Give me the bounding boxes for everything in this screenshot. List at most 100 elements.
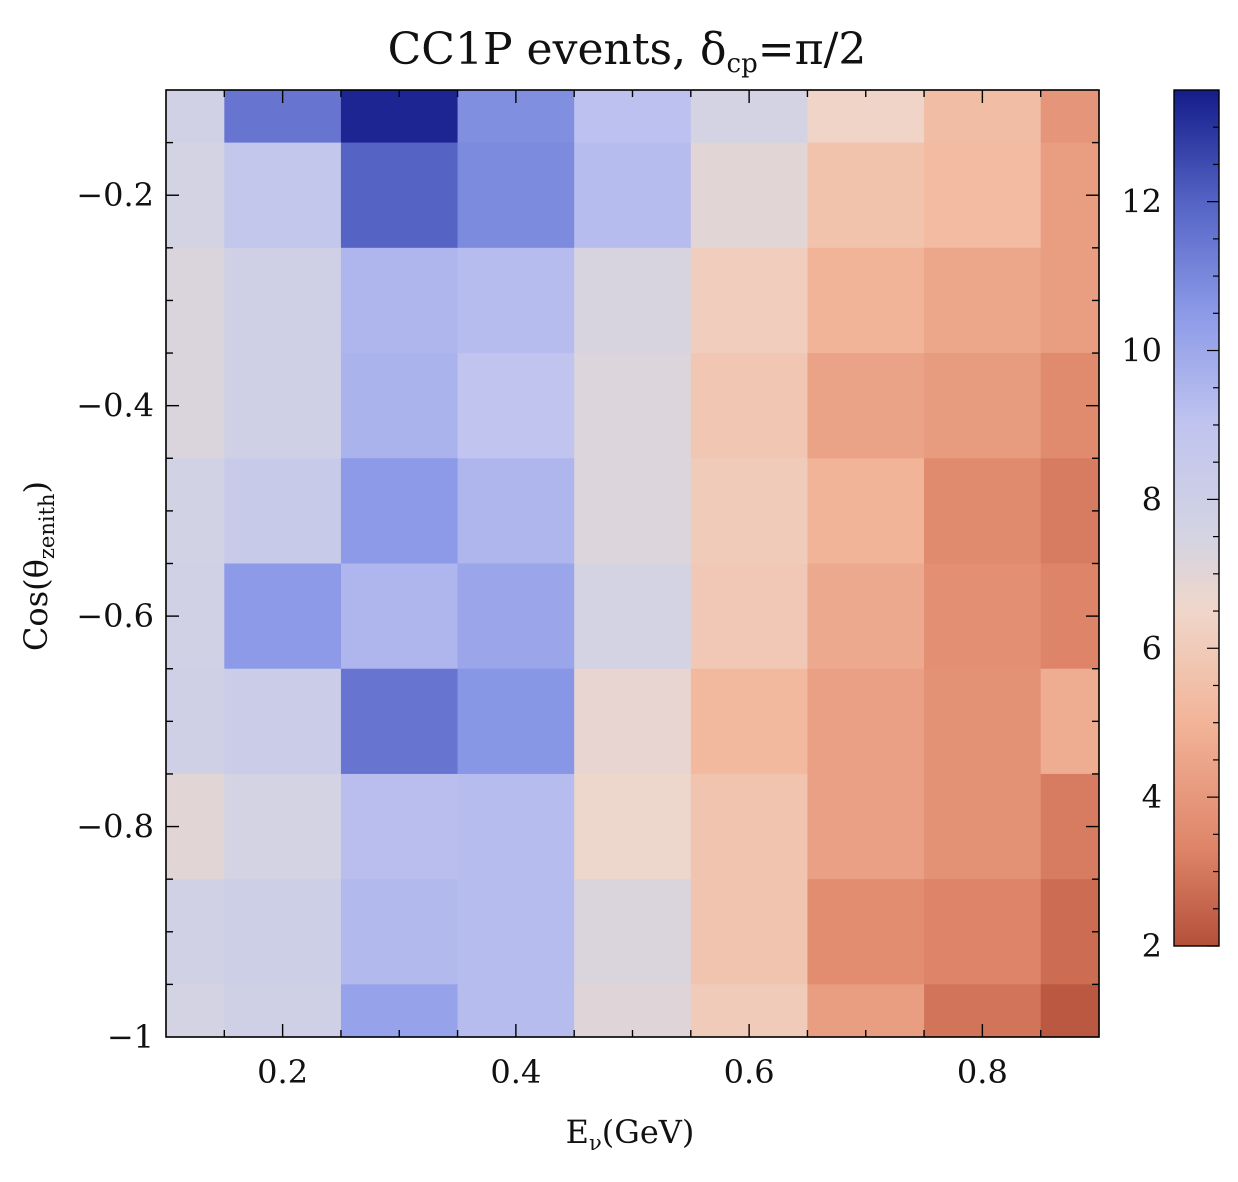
heatmap-cell xyxy=(340,984,459,1038)
colorbar xyxy=(1174,90,1219,946)
heatmap-cell xyxy=(224,142,342,249)
heatmap-cell xyxy=(807,668,925,775)
heatmap-cell xyxy=(166,668,225,775)
y-tick-label: −0.2 xyxy=(76,176,154,214)
colorbar-tick-label: 12 xyxy=(1121,183,1162,221)
heatmap-cell xyxy=(807,773,925,880)
x-tick-label: 0.8 xyxy=(957,1053,1008,1091)
heatmap-cell xyxy=(340,353,459,459)
colorbar-tick-label: 4 xyxy=(1142,778,1162,816)
heatmap-cell xyxy=(690,247,809,354)
colorbar-tick-label: 10 xyxy=(1121,332,1162,370)
y-tick-label: −0.8 xyxy=(76,808,154,846)
heatmap-cell xyxy=(340,668,459,775)
heatmap-cells xyxy=(166,90,1100,1038)
heatmap-cell xyxy=(457,563,575,670)
heatmap-cell xyxy=(924,353,1042,459)
colorbar-frame xyxy=(1173,89,1220,947)
heatmap-cell xyxy=(807,458,925,565)
heatmap-cell xyxy=(340,142,459,249)
heatmap-cell xyxy=(340,90,459,144)
heatmap-cell xyxy=(224,879,342,985)
heatmap-cell xyxy=(690,353,809,459)
y-tick-label: −0.6 xyxy=(76,597,154,635)
heatmap-cell xyxy=(457,773,575,880)
heatmap-cell xyxy=(807,353,925,459)
colorbar-ticks xyxy=(1207,126,1219,947)
y-tick-label: −0.4 xyxy=(76,387,154,425)
heatmap-cell xyxy=(690,563,809,670)
heatmap-cell xyxy=(1040,984,1100,1038)
heatmap-cell xyxy=(574,879,692,985)
y-tick-label: −1 xyxy=(107,1018,154,1056)
colorbar-tick-label: 6 xyxy=(1142,629,1162,667)
colorbar-tick-labels: 2 4 6 8 10 12 xyxy=(1121,183,1162,965)
heatmap-cell xyxy=(690,458,809,565)
heatmap-cell xyxy=(924,563,1042,670)
y-axis-label: Cos(θzenith) xyxy=(17,481,59,651)
x-axis-label: Eν(GeV) xyxy=(566,1113,695,1155)
heatmap-cell xyxy=(924,142,1042,249)
y-tick-labels: −1 −0.8 −0.6 −0.4 −0.2 xyxy=(76,176,154,1056)
chart-title: CC1P events, δcp=π/2 xyxy=(388,24,867,79)
heatmap-cell xyxy=(807,879,925,985)
heatmap-cell xyxy=(340,247,459,354)
x-tick-label: 0.6 xyxy=(724,1053,775,1091)
x-tick-label: 0.4 xyxy=(490,1053,541,1091)
heatmap-cell xyxy=(224,668,342,775)
heatmap-cell xyxy=(1040,458,1100,565)
heatmap-cell xyxy=(224,353,342,459)
heatmap-cell xyxy=(924,773,1042,880)
heatmap-cell xyxy=(340,879,459,985)
heatmap-cell xyxy=(924,668,1042,775)
heatmap-cell xyxy=(807,984,925,1038)
heatmap-cell xyxy=(224,247,342,354)
heatmap-cell xyxy=(340,773,459,880)
colorbar-tick-label: 8 xyxy=(1142,480,1162,518)
heatmap-cell xyxy=(924,879,1042,985)
heatmap-cell xyxy=(457,353,575,459)
heatmap-cell xyxy=(166,247,225,354)
heatmap-cell xyxy=(166,90,225,144)
colorbar-tick-label: 2 xyxy=(1142,927,1162,965)
heatmap-cell xyxy=(340,458,459,565)
heatmap-cell xyxy=(457,879,575,985)
heatmap-cell xyxy=(1040,879,1100,985)
heatmap-cell xyxy=(574,90,692,144)
heatmap-cell xyxy=(690,668,809,775)
heatmap-cell xyxy=(224,458,342,565)
heatmap-cell xyxy=(574,773,692,880)
heatmap-cell xyxy=(574,668,692,775)
heatmap-cell xyxy=(1040,90,1100,144)
heatmap-cell xyxy=(457,668,575,775)
heatmap-cell xyxy=(1040,668,1100,775)
heatmap-cell xyxy=(807,90,925,144)
heatmap-cell xyxy=(457,142,575,249)
heatmap-cell xyxy=(807,142,925,249)
heatmap-cell xyxy=(807,247,925,354)
heatmap-cell xyxy=(224,773,342,880)
heatmap-cell xyxy=(574,142,692,249)
heatmap-cell xyxy=(690,773,809,880)
heatmap-cell xyxy=(224,563,342,670)
heatmap-cell xyxy=(457,458,575,565)
heatmap-cell xyxy=(690,142,809,249)
heatmap-cell xyxy=(924,247,1042,354)
heatmap-cell xyxy=(1040,247,1100,354)
heatmap-cell xyxy=(690,879,809,985)
heatmap-cell xyxy=(574,563,692,670)
heatmap-cell xyxy=(457,247,575,354)
heatmap-cell xyxy=(924,458,1042,565)
heatmap-cell xyxy=(166,984,225,1038)
heatmap-cell xyxy=(574,247,692,354)
heatmap-cell xyxy=(574,353,692,459)
heatmap-cell xyxy=(807,563,925,670)
heatmap-cell xyxy=(574,458,692,565)
x-tick-labels: 0.2 0.4 0.6 0.8 xyxy=(257,1053,1008,1091)
x-tick-label: 0.2 xyxy=(257,1053,308,1091)
heatmap-cell xyxy=(340,563,459,670)
heatmap-cell xyxy=(166,879,225,985)
heatmap-cell xyxy=(574,984,692,1038)
axis-ticks xyxy=(166,90,1099,1037)
